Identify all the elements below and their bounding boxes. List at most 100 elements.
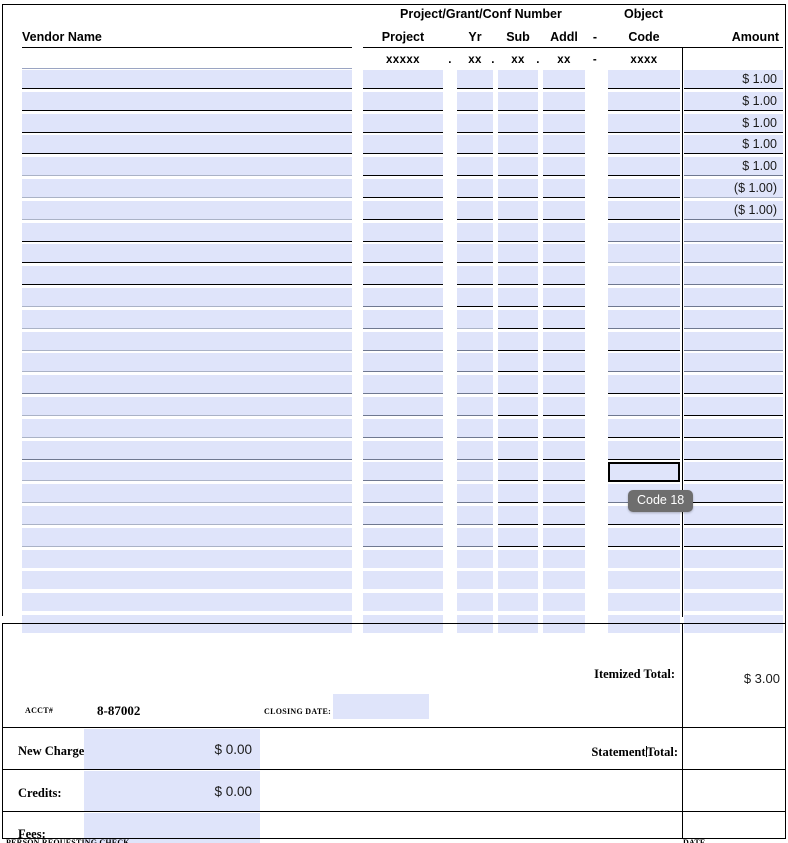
- grid-cell-sub[interactable]: [498, 179, 538, 197]
- grid-cell-sub[interactable]: [498, 484, 538, 502]
- grid-cell-project[interactable]: [363, 353, 443, 371]
- grid-cell-amount[interactable]: [684, 506, 783, 524]
- grid-cell-amount[interactable]: [684, 266, 783, 284]
- grid-cell-sub[interactable]: [498, 462, 538, 480]
- grid-cell-addl[interactable]: [543, 571, 585, 589]
- grid-cell-project[interactable]: [363, 179, 443, 197]
- grid-cell-sub[interactable]: [498, 375, 538, 393]
- grid-cell-vendor[interactable]: [22, 528, 352, 546]
- grid-cell-addl[interactable]: [543, 550, 585, 568]
- grid-cell-sub[interactable]: [498, 615, 538, 633]
- grid-cell-vendor[interactable]: [22, 593, 352, 611]
- grid-cell-project[interactable]: [363, 441, 443, 459]
- grid-cell-sub[interactable]: [498, 266, 538, 284]
- grid-cell-yr[interactable]: [457, 375, 493, 393]
- grid-cell-code[interactable]: [608, 179, 680, 197]
- grid-cell-yr[interactable]: [457, 135, 493, 153]
- grid-cell-vendor[interactable]: [22, 484, 352, 502]
- grid-cell-sub[interactable]: [498, 593, 538, 611]
- grid-cell-yr[interactable]: [457, 114, 493, 132]
- grid-cell-vendor[interactable]: [22, 353, 352, 371]
- grid-cell-addl[interactable]: [543, 375, 585, 393]
- grid-cell-yr[interactable]: [457, 244, 493, 262]
- grid-cell-sub[interactable]: [498, 92, 538, 110]
- grid-cell-project[interactable]: [363, 70, 443, 88]
- grid-cell-vendor[interactable]: [22, 506, 352, 524]
- grid-cell-project[interactable]: [363, 593, 443, 611]
- grid-cell-addl[interactable]: [543, 70, 585, 88]
- grid-cell-amount[interactable]: [684, 462, 783, 480]
- grid-cell-amount[interactable]: $ 1.00: [684, 135, 783, 153]
- grid-cell-project[interactable]: [363, 506, 443, 524]
- grid-cell-project[interactable]: [363, 419, 443, 437]
- grid-cell-vendor[interactable]: [22, 179, 352, 197]
- grid-cell-vendor[interactable]: [22, 550, 352, 568]
- grid-cell-project[interactable]: [363, 288, 443, 306]
- grid-cell-addl[interactable]: [543, 135, 585, 153]
- grid-cell-amount[interactable]: [684, 419, 783, 437]
- grid-cell-addl[interactable]: [543, 462, 585, 480]
- grid-cell-amount[interactable]: [684, 484, 783, 502]
- grid-cell-addl[interactable]: [543, 92, 585, 110]
- grid-cell-addl[interactable]: [543, 157, 585, 175]
- grid-cell-amount[interactable]: [684, 550, 783, 568]
- grid-cell-vendor[interactable]: [22, 375, 352, 393]
- grid-cell-code[interactable]: [608, 441, 680, 459]
- grid-cell-addl[interactable]: [543, 397, 585, 415]
- grid-cell-addl[interactable]: [543, 266, 585, 284]
- grid-cell-code[interactable]: [608, 332, 680, 350]
- grid-cell-code[interactable]: [608, 135, 680, 153]
- grid-cell-code[interactable]: [608, 310, 680, 328]
- grid-cell-code[interactable]: [608, 571, 680, 589]
- grid-cell-code[interactable]: [608, 201, 680, 219]
- grid-cell-code[interactable]: [608, 528, 680, 546]
- grid-cell-vendor[interactable]: [22, 70, 352, 88]
- grid-cell-addl[interactable]: [543, 441, 585, 459]
- grid-cell-addl[interactable]: [543, 506, 585, 524]
- grid-cell-sub[interactable]: [498, 397, 538, 415]
- grid-cell-sub[interactable]: [498, 353, 538, 371]
- grid-cell-amount[interactable]: $ 1.00: [684, 114, 783, 132]
- grid-cell-addl[interactable]: [543, 310, 585, 328]
- grid-cell-addl[interactable]: [543, 201, 585, 219]
- grid-cell-vendor[interactable]: [22, 419, 352, 437]
- credits-value[interactable]: $ 0.00: [84, 771, 260, 812]
- grid-cell-vendor[interactable]: [22, 135, 352, 153]
- grid-cell-project[interactable]: [363, 397, 443, 415]
- grid-cell-yr[interactable]: [457, 179, 493, 197]
- grid-cell-sub[interactable]: [498, 135, 538, 153]
- grid-cell-sub[interactable]: [498, 288, 538, 306]
- grid-cell-project[interactable]: [363, 332, 443, 350]
- grid-cell-yr[interactable]: [457, 288, 493, 306]
- grid-cell-code[interactable]: [608, 397, 680, 415]
- grid-cell-code[interactable]: [608, 223, 680, 241]
- grid-cell-project[interactable]: [363, 571, 443, 589]
- grid-cell-vendor[interactable]: [22, 223, 352, 241]
- grid-cell-yr[interactable]: [457, 462, 493, 480]
- grid-cell-amount[interactable]: [684, 441, 783, 459]
- grid-cell-vendor[interactable]: [22, 310, 352, 328]
- grid-cell-project[interactable]: [363, 244, 443, 262]
- grid-cell-vendor[interactable]: [22, 266, 352, 284]
- grid-cell-amount[interactable]: [684, 223, 783, 241]
- grid-cell-addl[interactable]: [543, 484, 585, 502]
- grid-cell-project[interactable]: [363, 310, 443, 328]
- grid-cell-vendor[interactable]: [22, 441, 352, 459]
- grid-cell-sub[interactable]: [498, 528, 538, 546]
- grid-cell-amount[interactable]: [684, 244, 783, 262]
- grid-cell-sub[interactable]: [498, 223, 538, 241]
- closing-date-input[interactable]: [333, 694, 429, 719]
- grid-cell-code[interactable]: [608, 353, 680, 371]
- grid-cell-vendor[interactable]: [22, 244, 352, 262]
- grid-cell-code[interactable]: [608, 266, 680, 284]
- grid-cell-amount[interactable]: $ 1.00: [684, 70, 783, 88]
- grid-cell-project[interactable]: [363, 484, 443, 502]
- grid-cell-amount[interactable]: [684, 332, 783, 350]
- grid-cell-yr[interactable]: [457, 441, 493, 459]
- grid-cell-code[interactable]: [608, 70, 680, 88]
- grid-cell-code[interactable]: [608, 114, 680, 132]
- grid-cell-addl[interactable]: [543, 332, 585, 350]
- grid-cell-project[interactable]: [363, 114, 443, 132]
- grid-cell-yr[interactable]: [457, 157, 493, 175]
- grid-cell-addl[interactable]: [543, 114, 585, 132]
